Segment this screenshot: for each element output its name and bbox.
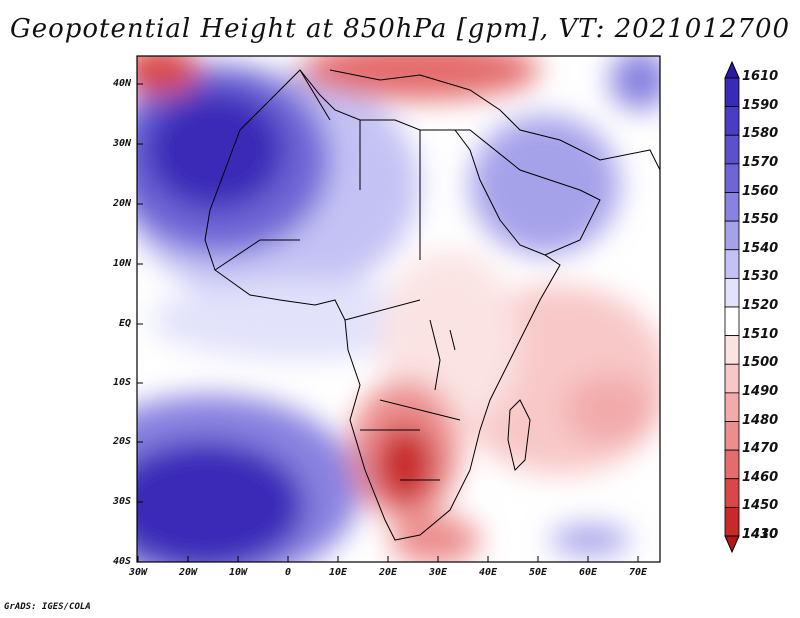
colorbar-label: 1480 [742, 412, 779, 428]
colorbar-label: 1470 [742, 441, 779, 457]
colorbar-swatch [724, 535, 740, 554]
colorbar-swatch [724, 220, 740, 251]
colorbar-label: 1580 [742, 126, 779, 142]
colorbar-label: 1450 [742, 498, 779, 514]
colorbar-label: 1590 [742, 97, 779, 113]
lat-label: 40S [112, 556, 131, 567]
colorbar-swatch [724, 249, 740, 279]
colorbar-swatch [724, 449, 740, 480]
lon-label: 10E [328, 567, 348, 578]
colorbar-swatch [724, 106, 740, 136]
lon-label: 40E [478, 567, 498, 578]
colorbar-label: 1550 [742, 212, 779, 228]
coastlines [204, 69, 660, 541]
lat-label: 40N [112, 78, 131, 89]
colorbar-label: 1530 [742, 269, 779, 285]
colorbar-swatch [724, 306, 740, 337]
lon-label: 10W [228, 567, 248, 578]
lat-label: 10N [112, 258, 131, 269]
lon-label: 60E [578, 567, 598, 578]
lat-label: 10S [112, 377, 131, 388]
colorbar-swatch [724, 392, 740, 422]
colorbar-label: 1410 [742, 527, 779, 542]
colorbar-label: 1490 [742, 383, 779, 399]
colorbar-swatch [724, 134, 740, 165]
colorbar-swatch [724, 60, 740, 79]
colorbar-label: 1460 [742, 469, 779, 485]
colorbar-swatch [724, 192, 740, 222]
colorbar-swatch [724, 335, 740, 365]
colorbar-label: 1570 [742, 154, 779, 170]
colorbar-label: 1610 [742, 69, 779, 84]
lon-label: 70E [628, 567, 648, 578]
software-credit: GrADS: IGES/COLA [4, 602, 91, 612]
colorbar-swatch [724, 478, 740, 508]
height-field [137, 56, 660, 562]
colorbar-label: 1500 [742, 355, 779, 371]
lat-label: 20N [112, 198, 131, 209]
lon-label: 20W [178, 567, 198, 578]
axis-ticks [137, 83, 639, 562]
map-frame [136, 55, 661, 563]
lon-label: 20E [378, 567, 398, 578]
colorbar-label: 1540 [742, 240, 779, 256]
lat-label: 30S [112, 496, 131, 507]
colorbar-swatch [724, 506, 740, 537]
colorbar-label: 1430 [742, 527, 779, 542]
chart-title: Geopotential Height at 850hPa [gpm], VT:… [9, 14, 791, 44]
colorbar-swatch [724, 277, 740, 308]
colorbar-swatch [724, 163, 740, 193]
lat-label: 30N [112, 138, 131, 149]
lon-label: 30E [428, 567, 448, 578]
lon-label: 0 [284, 567, 292, 578]
colorbar-label: 1520 [742, 298, 779, 313]
lon-label: 50E [528, 567, 548, 578]
colorbar-swatch [724, 363, 740, 394]
colorbar-label: 1560 [742, 183, 779, 199]
colorbar-swatch [724, 421, 740, 451]
lon-label: 30W [128, 567, 148, 578]
lat-label: 20S [112, 436, 131, 447]
colorbar-swatch [724, 77, 740, 108]
colorbar [724, 60, 740, 554]
colorbar-label: 1510 [742, 326, 779, 342]
lat-label: EQ [118, 318, 131, 329]
